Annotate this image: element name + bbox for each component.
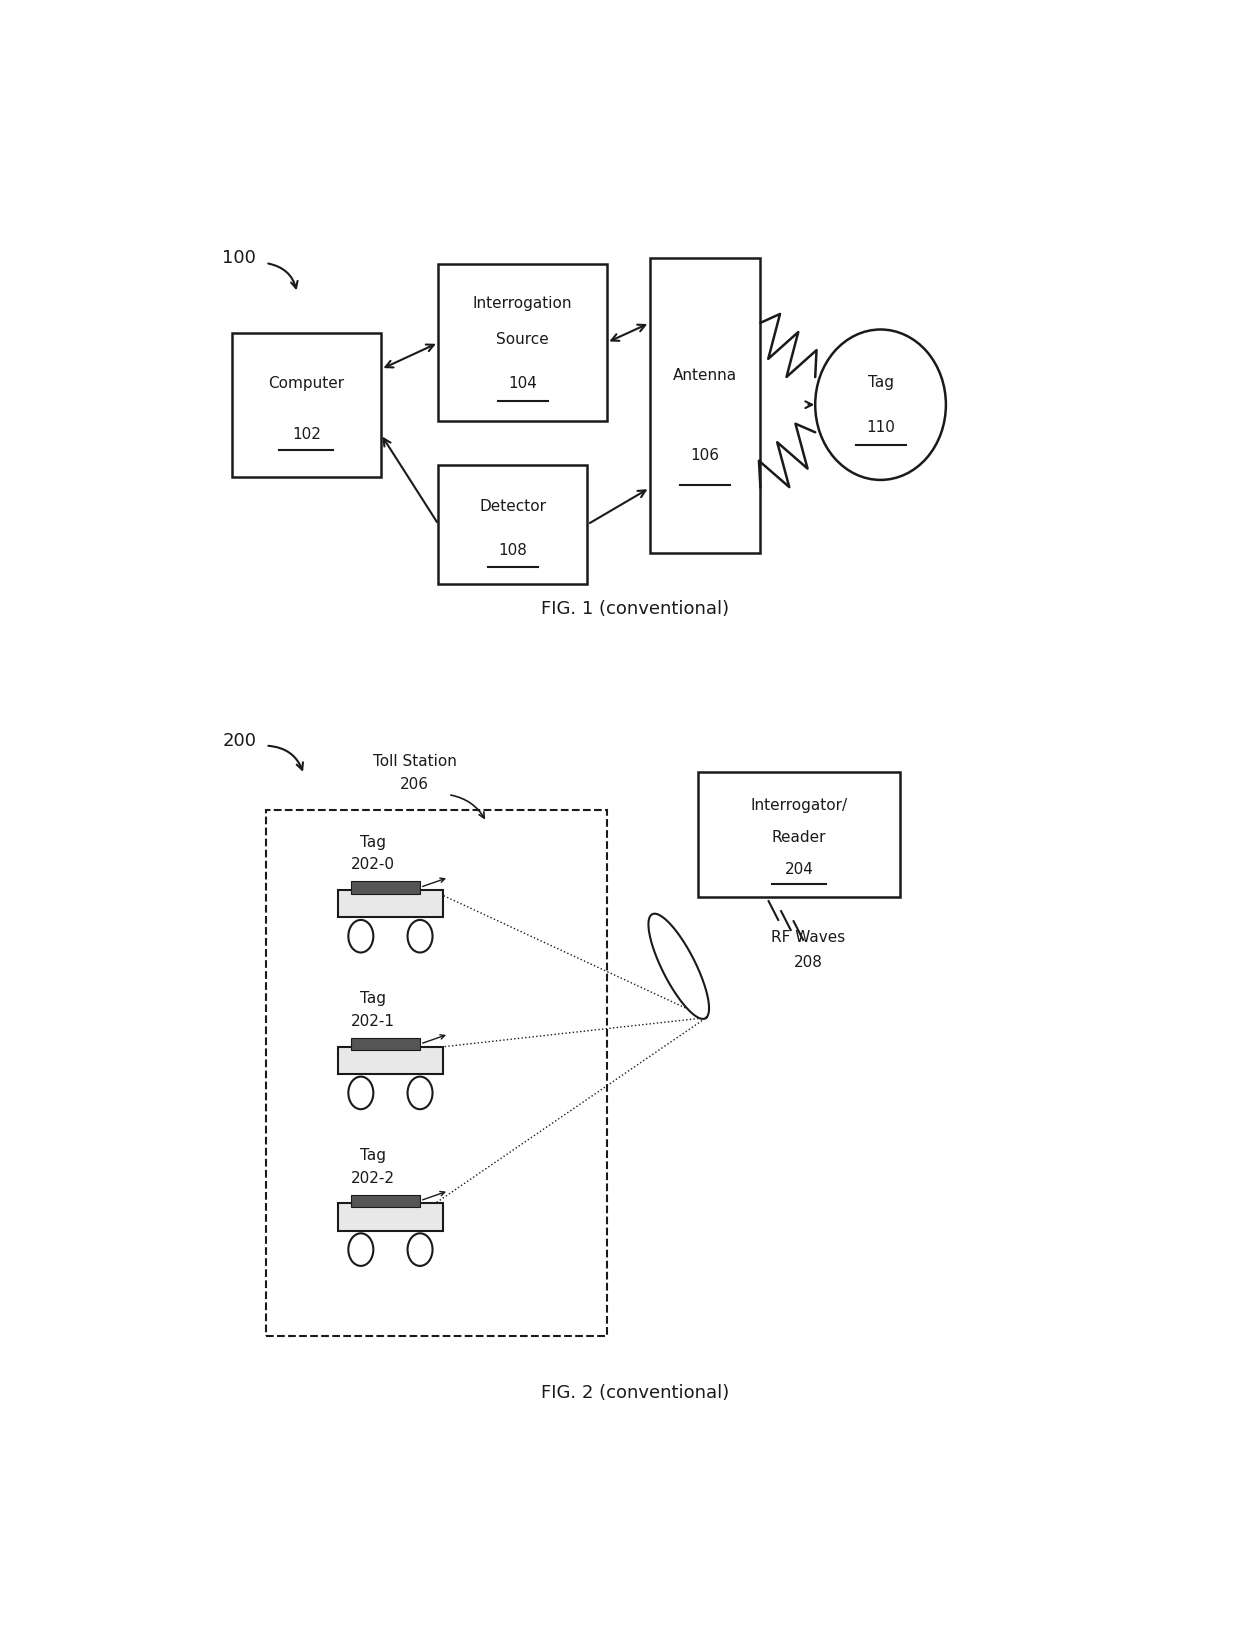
Text: 110: 110 [866,420,895,435]
Text: 100: 100 [222,249,257,267]
Bar [265,809,606,1337]
FancyArrowPatch shape [268,746,303,770]
Text: 106: 106 [691,448,719,462]
Text: Reader: Reader [771,830,826,845]
Bar [439,466,588,584]
Text: 202-1: 202-1 [351,1014,396,1029]
Text: Antenna: Antenna [673,368,738,383]
Text: Tag: Tag [360,835,386,850]
Ellipse shape [815,329,946,480]
Bar [650,257,760,552]
Bar [439,264,606,422]
Text: Source: Source [496,332,549,347]
Text: Tag: Tag [360,1148,386,1162]
Bar [232,334,381,477]
Bar [337,891,444,918]
Text: 204: 204 [785,863,813,877]
Text: 108: 108 [498,544,527,558]
Text: Interrogator/: Interrogator/ [750,798,847,814]
Text: Toll Station: Toll Station [372,754,456,770]
Text: 206: 206 [401,777,429,793]
FancyArrowPatch shape [268,264,298,288]
Text: Computer: Computer [268,376,345,391]
Text: FIG. 2 (conventional): FIG. 2 (conventional) [542,1384,729,1402]
Text: 202-2: 202-2 [351,1171,396,1185]
FancyArrowPatch shape [451,794,485,819]
Text: FIG. 1 (conventional): FIG. 1 (conventional) [542,601,729,619]
Bar [698,772,900,897]
Text: RF Waves: RF Waves [771,930,846,944]
Text: 202-0: 202-0 [351,858,396,873]
Text: 104: 104 [508,376,537,391]
Bar [337,1203,444,1231]
Text: 208: 208 [794,956,823,970]
Bar [351,881,420,894]
Text: 200: 200 [222,731,257,749]
Bar [351,1195,420,1206]
Polygon shape [649,913,709,1019]
Text: Tag: Tag [868,374,894,389]
Bar [351,1037,420,1050]
Text: 102: 102 [291,427,321,441]
Text: Detector: Detector [480,500,547,514]
Text: Tag: Tag [360,991,386,1006]
Bar [337,1047,444,1074]
Text: Interrogation: Interrogation [472,296,573,311]
